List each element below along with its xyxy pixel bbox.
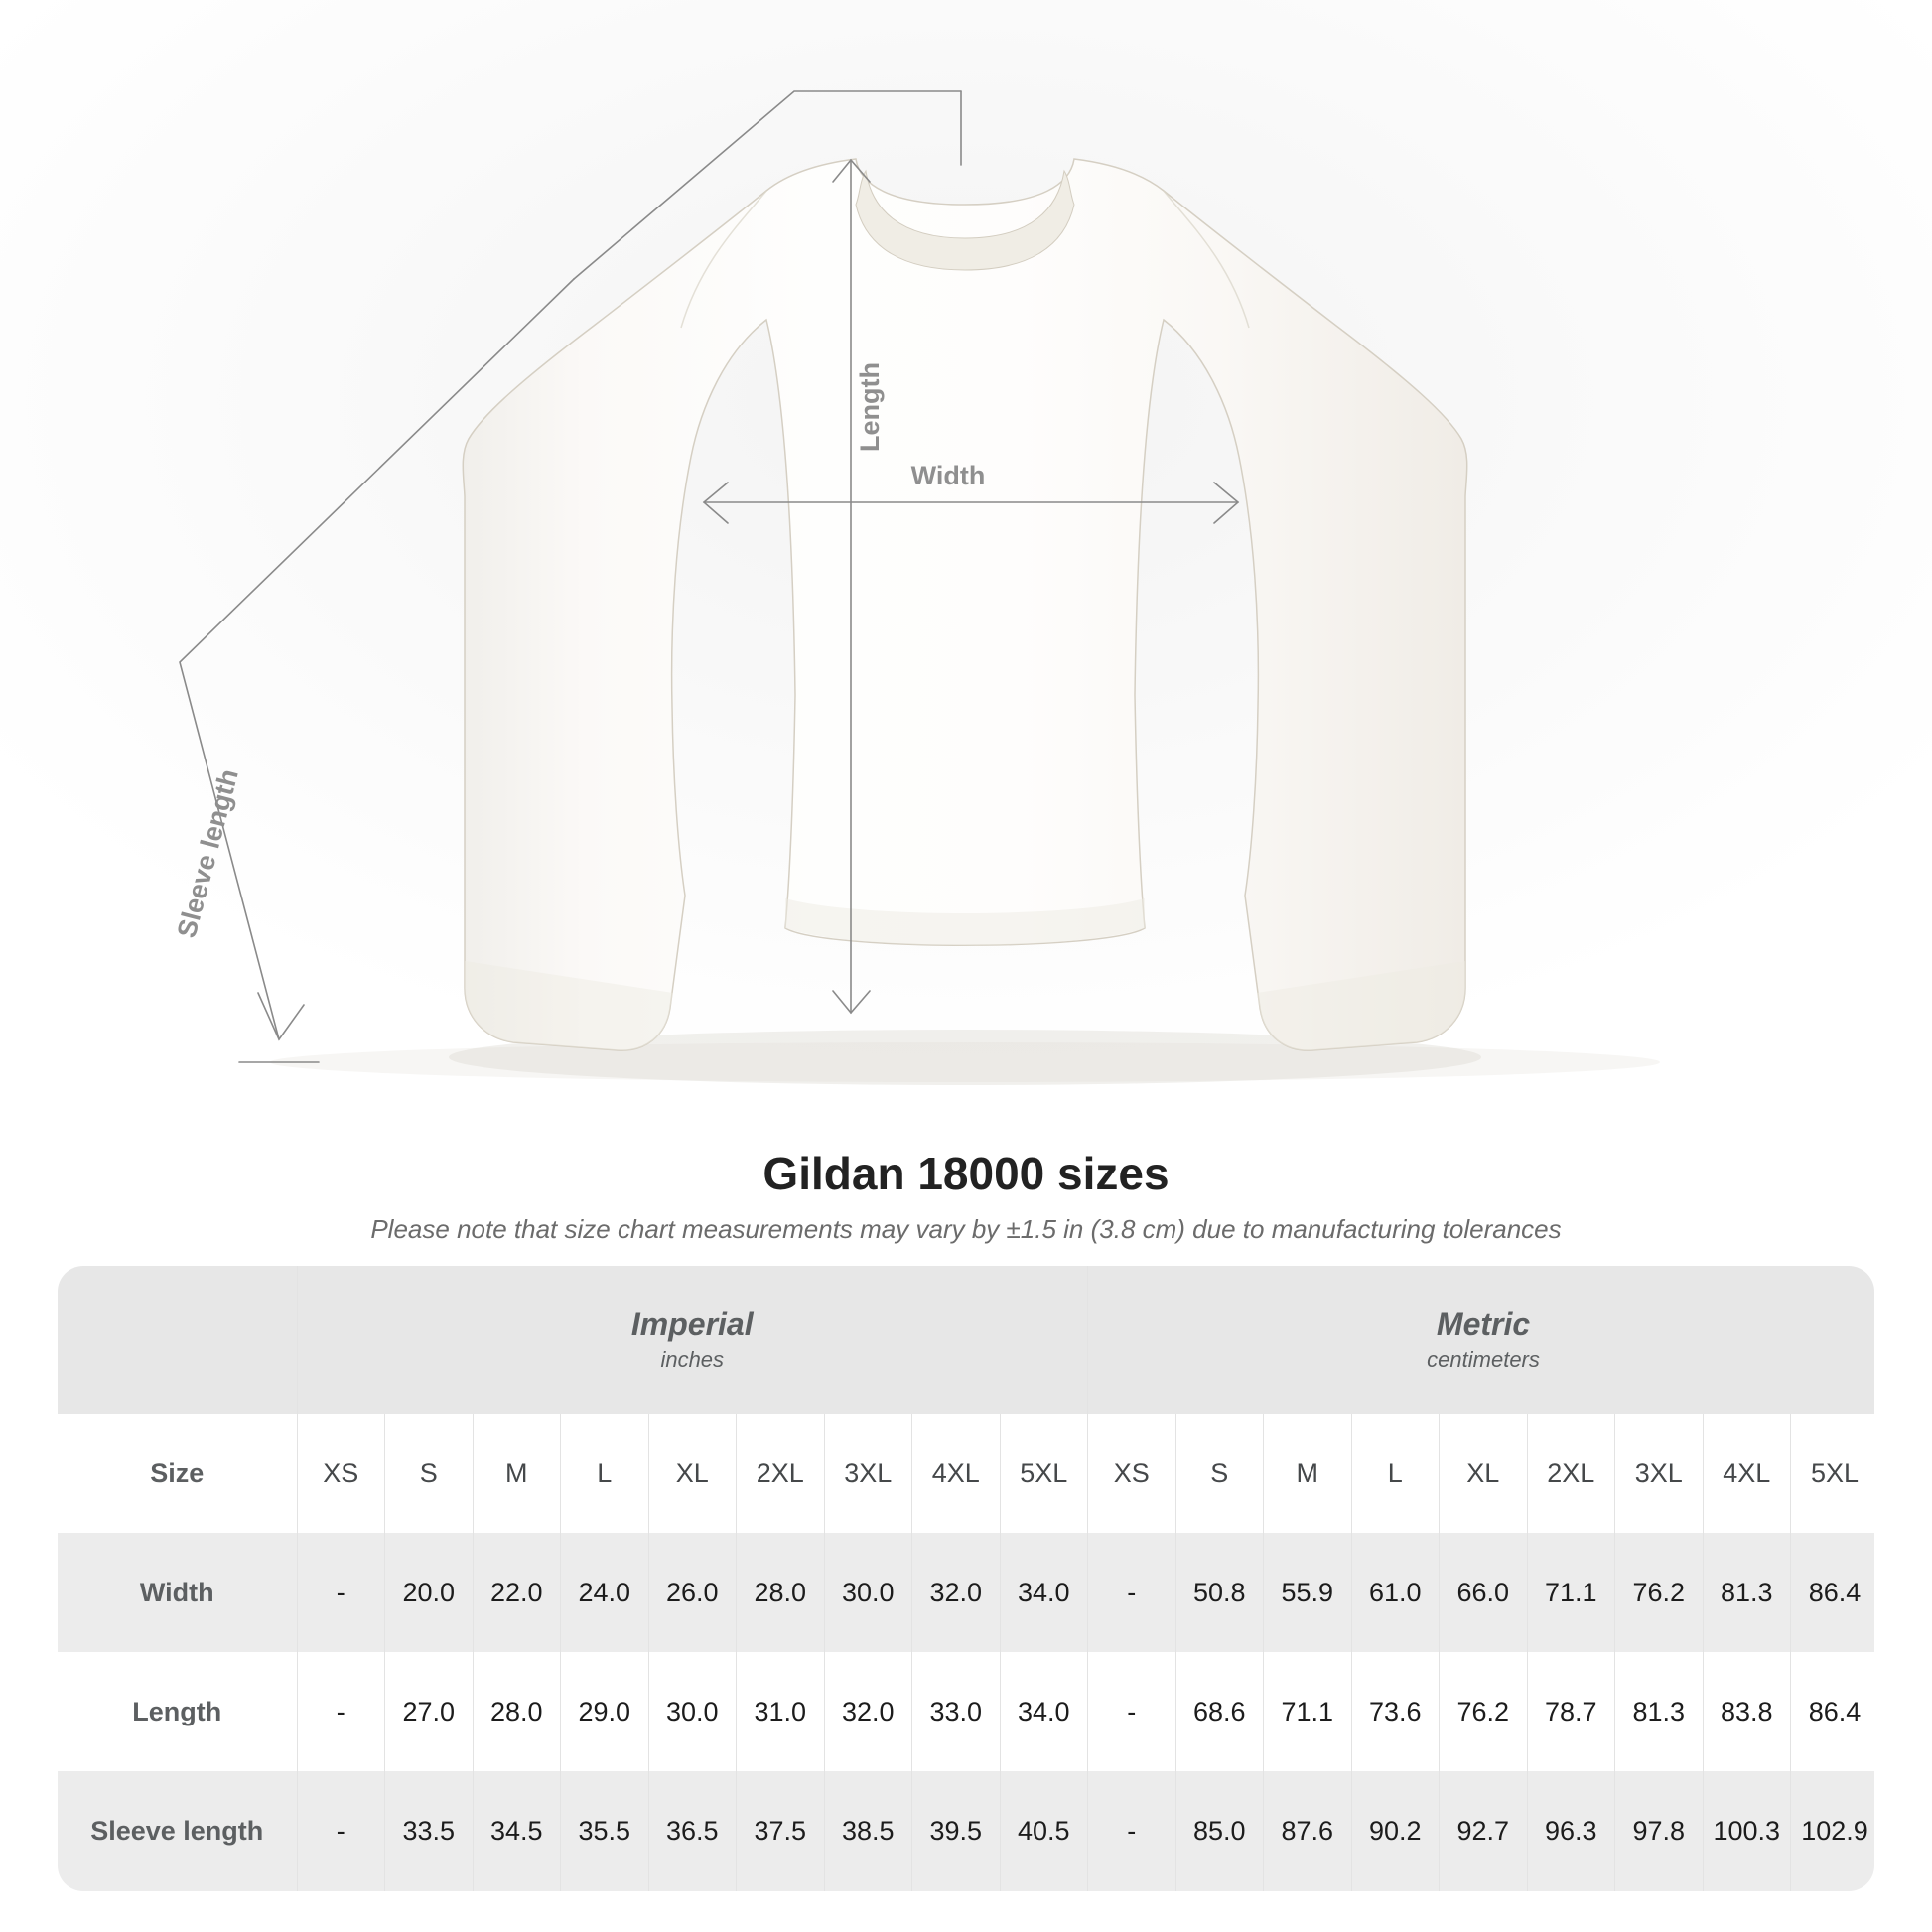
svg-text:Length: Length xyxy=(855,362,885,452)
svg-text:Width: Width xyxy=(911,461,986,490)
